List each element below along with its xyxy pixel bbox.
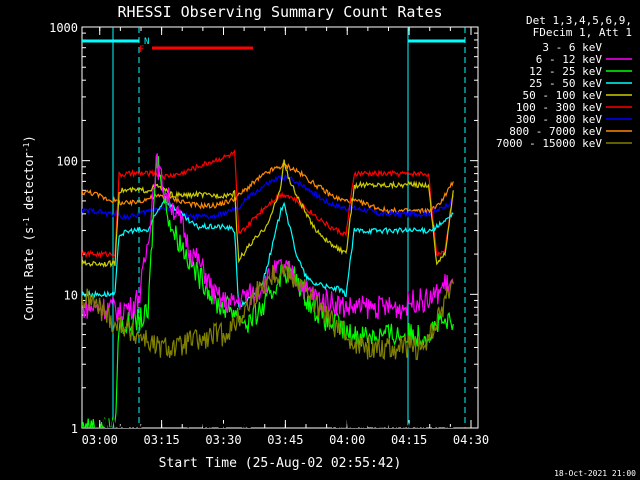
series-line-7 bbox=[82, 162, 454, 216]
legend: Det 1,3,4,5,6,9,FDecim 1, Att 1 3 - 6 keV… bbox=[496, 14, 632, 150]
legend-label: 3 - 6 keV bbox=[542, 41, 602, 54]
chart-title: RHESSI Observing Summary Count Rates bbox=[117, 3, 442, 21]
x-tick-label: 03:45 bbox=[267, 433, 303, 447]
legend-header: FDecim 1, Att 1 bbox=[533, 26, 632, 39]
y-axis-label-sup1: -1 bbox=[22, 217, 31, 227]
series-line-8 bbox=[82, 263, 454, 361]
legend-label: 800 - 7000 keV bbox=[509, 125, 602, 138]
legend-label: 7000 - 15000 keV bbox=[496, 137, 602, 150]
y-tick-label: 10 bbox=[64, 288, 78, 302]
x-tick-label: 03:00 bbox=[82, 433, 118, 447]
plot-area: 1 10 100 1000 03:00 03:15 03:30 03:45 04:00 04:15… bbox=[49, 21, 489, 447]
y-tick-label: 100 bbox=[56, 155, 78, 169]
series-line-2 bbox=[82, 156, 454, 428]
legend-label: 12 - 25 keV bbox=[529, 65, 602, 78]
marker-n-label: N bbox=[144, 37, 149, 47]
x-tick-label: 03:15 bbox=[144, 433, 180, 447]
series-line-4 bbox=[82, 159, 454, 268]
x-axis-label: Start Time (25-Aug-02 02:55:42) bbox=[159, 456, 402, 471]
series-line-5 bbox=[82, 148, 454, 259]
y-axis-label-main: Count Rate (s bbox=[22, 227, 36, 321]
legend-label: 100 - 300 keV bbox=[516, 101, 602, 114]
series-group bbox=[82, 148, 454, 428]
x-tick-label: 04:00 bbox=[329, 433, 365, 447]
series-line-6 bbox=[82, 173, 454, 222]
y-tick-label: 1 bbox=[71, 422, 78, 436]
legend-label: 50 - 100 keV bbox=[523, 89, 603, 102]
footer-date: 18-Oct-2021 21:00 bbox=[554, 469, 636, 478]
legend-label: 300 - 800 keV bbox=[516, 113, 602, 126]
series-line-1 bbox=[82, 153, 454, 323]
plot-frame bbox=[81, 26, 479, 429]
y-axis-label-mid: detector bbox=[22, 152, 36, 217]
y-axis-label-sup2: -1 bbox=[22, 142, 31, 152]
series-line-3 bbox=[82, 195, 454, 309]
marker-f-label: F bbox=[139, 45, 144, 55]
y-axis-label-end: ) bbox=[22, 135, 36, 142]
y-axis-label: Count Rate (s-1 detector-1) bbox=[22, 135, 37, 320]
legend-label: 6 - 12 keV bbox=[536, 53, 603, 66]
series-line-0 bbox=[102, 308, 454, 428]
x-tick-label: 04:15 bbox=[391, 433, 427, 447]
legend-label: 25 - 50 keV bbox=[529, 77, 602, 90]
x-tick-label: 04:30 bbox=[453, 433, 489, 447]
legend-header: Det 1,3,4,5,6,9, bbox=[526, 14, 632, 27]
y-tick-label: 1000 bbox=[49, 21, 78, 35]
x-tick-label: 03:30 bbox=[205, 433, 241, 447]
